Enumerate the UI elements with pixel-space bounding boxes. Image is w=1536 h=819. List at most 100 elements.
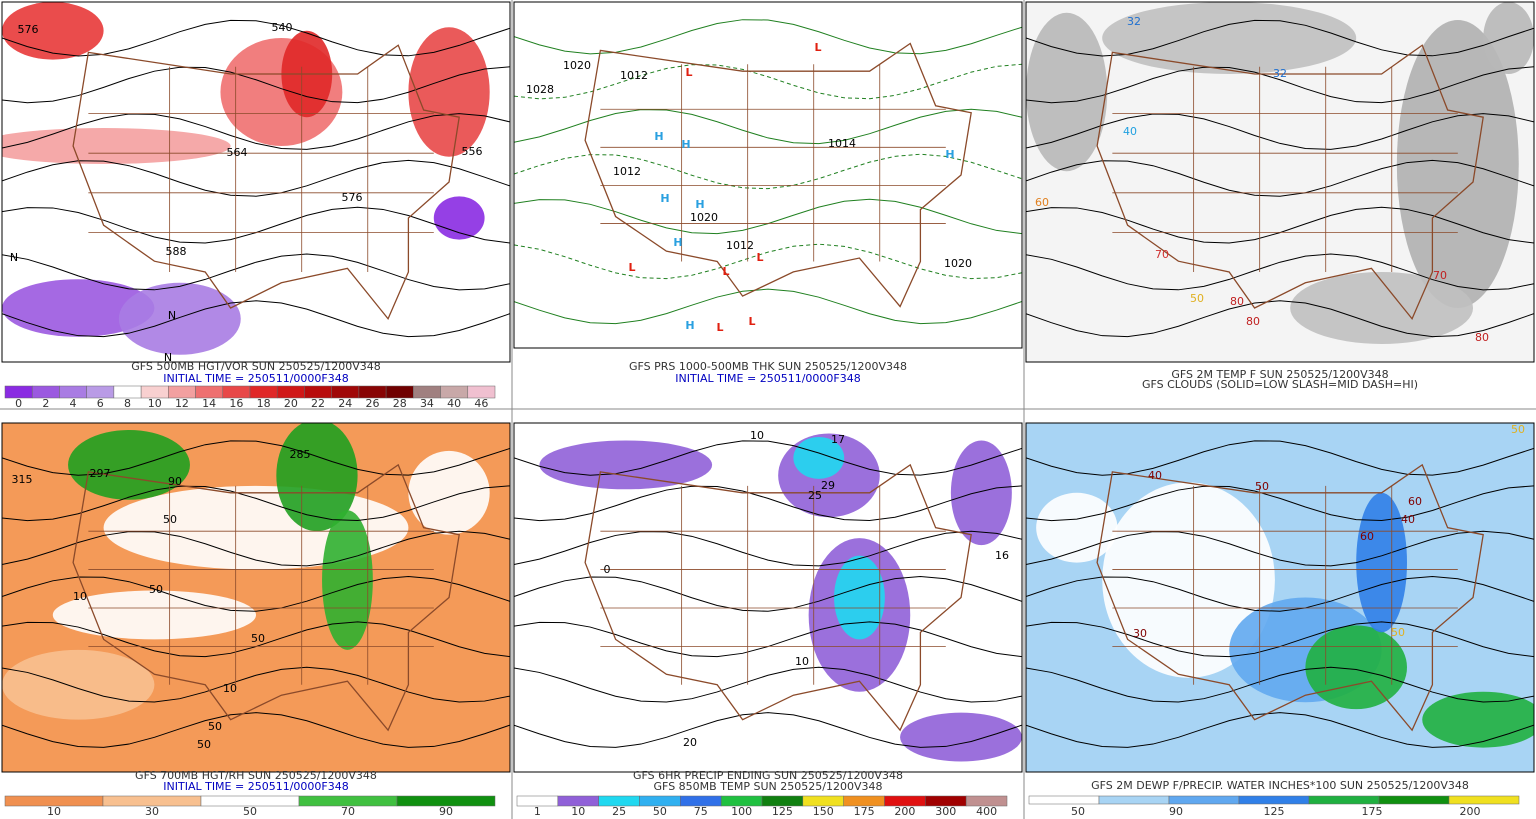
shaded-area (1422, 691, 1534, 748)
colorbar-label: 40 (447, 397, 461, 410)
contour-line (2, 576, 510, 612)
contour-line (2, 113, 510, 150)
colorbar-label: 6 (97, 397, 104, 410)
colorbar-label: 200 (1460, 805, 1481, 818)
map-label: 564 (227, 146, 248, 159)
map-label: L (716, 321, 723, 334)
map-label: 50 (1511, 423, 1525, 436)
map-label: 80 (1230, 295, 1244, 308)
contour-line (1026, 666, 1534, 703)
map-frame (513, 1, 1023, 349)
map-label: 1012 (620, 69, 648, 82)
contour-line (1026, 712, 1534, 748)
contour-line (514, 288, 1022, 325)
map-label: 20 (683, 736, 697, 749)
contour-line (2, 19, 510, 57)
map-frame (1, 422, 511, 773)
colorbar-swatch (396, 795, 496, 807)
shaded-area (322, 510, 373, 650)
contour-line (2, 485, 510, 522)
map-label: 25 (808, 489, 822, 502)
map-label: L (685, 66, 692, 79)
map-label: 40 (1401, 513, 1415, 526)
colorbar-label: 90 (1169, 805, 1183, 818)
colorbar-label: 0 (15, 397, 22, 410)
map-label: 1020 (690, 211, 718, 224)
contour-line (2, 66, 510, 104)
map-frame (1025, 1, 1535, 363)
shaded-area (1290, 272, 1474, 344)
country-outline (1096, 44, 1484, 321)
shaded-area (2, 279, 155, 337)
shaded-area (118, 282, 241, 355)
panel: 315 297 285 90 50 50 10 50 10 50 50 GFS 700MB HGT/R… (1, 422, 511, 818)
map-label: L (814, 41, 821, 54)
map-label: 1020 (563, 59, 591, 72)
map-label: H (945, 148, 954, 161)
colorbar-swatch (467, 385, 496, 399)
colorbar-label: 200 (894, 805, 915, 818)
contour-line (514, 666, 1022, 703)
map-label: 50 (197, 738, 211, 751)
map-label: 576 (18, 23, 39, 36)
map-label: 70 (1155, 248, 1169, 261)
shaded-area (1483, 2, 1534, 74)
contour-line (2, 712, 510, 748)
map-label: 29 (821, 479, 835, 492)
map-label: 30 (1133, 627, 1147, 640)
map-label: 90 (168, 475, 182, 488)
map-label: 60 (1360, 530, 1374, 543)
contour-line (2, 530, 510, 567)
country-outline (1096, 463, 1484, 732)
map-label: 588 (166, 245, 187, 258)
map-label: L (748, 315, 755, 328)
shaded-area (539, 440, 713, 490)
shaded-area (52, 590, 257, 640)
colorbar-label: 24 (338, 397, 352, 410)
map-frame (1025, 422, 1535, 773)
map-label: H (673, 236, 682, 249)
map-frame (513, 422, 1023, 773)
map-label: 50 (208, 720, 222, 733)
map-label: N (164, 351, 172, 364)
contour-line (2, 253, 510, 291)
map-label: N (10, 251, 18, 264)
colorbar-swatch (1238, 795, 1310, 805)
map-label: 70 (1433, 269, 1447, 282)
colorbar-label: 18 (257, 397, 271, 410)
shaded-area (1036, 492, 1118, 563)
colorbar-label: 125 (1264, 805, 1285, 818)
caption: GFS PRS 1000-500MB THK SUN 250525/1200V3… (629, 360, 907, 373)
colorbar-label: 12 (175, 397, 189, 410)
colorbar-swatch (1168, 795, 1240, 805)
country-outline (584, 42, 972, 308)
map-label: 17 (831, 433, 845, 446)
map-label: 80 (1475, 331, 1489, 344)
caption: GFS 2M DEWP F/PRECIP. WATER INCHES*100 S… (1091, 779, 1469, 792)
colorbar-swatch (1028, 795, 1100, 805)
map-label: 315 (12, 473, 33, 486)
colorbar-swatch (1378, 795, 1450, 805)
contour-line (514, 153, 1022, 190)
contour-line (1026, 440, 1534, 476)
shaded-area (1102, 2, 1357, 74)
contour-line (1026, 253, 1534, 291)
contour-line (1026, 485, 1534, 522)
map-label: 540 (272, 21, 293, 34)
map-label: H (660, 192, 669, 205)
shaded-area (834, 555, 885, 640)
map-label: H (654, 130, 663, 143)
map-label: 60 (1408, 495, 1422, 508)
contour-line (514, 712, 1022, 748)
caption: GFS 500MB HGT/VOR SUN 250525/1200V348 (131, 360, 381, 373)
map-label: 1020 (944, 257, 972, 270)
contour-line (2, 666, 510, 703)
colorbar-label: 175 (1362, 805, 1383, 818)
map-label: L (756, 251, 763, 264)
shaded-area (1396, 20, 1519, 308)
caption: GFS 6HR PRECIP ENDING SUN 250525/1200V34… (633, 769, 903, 782)
